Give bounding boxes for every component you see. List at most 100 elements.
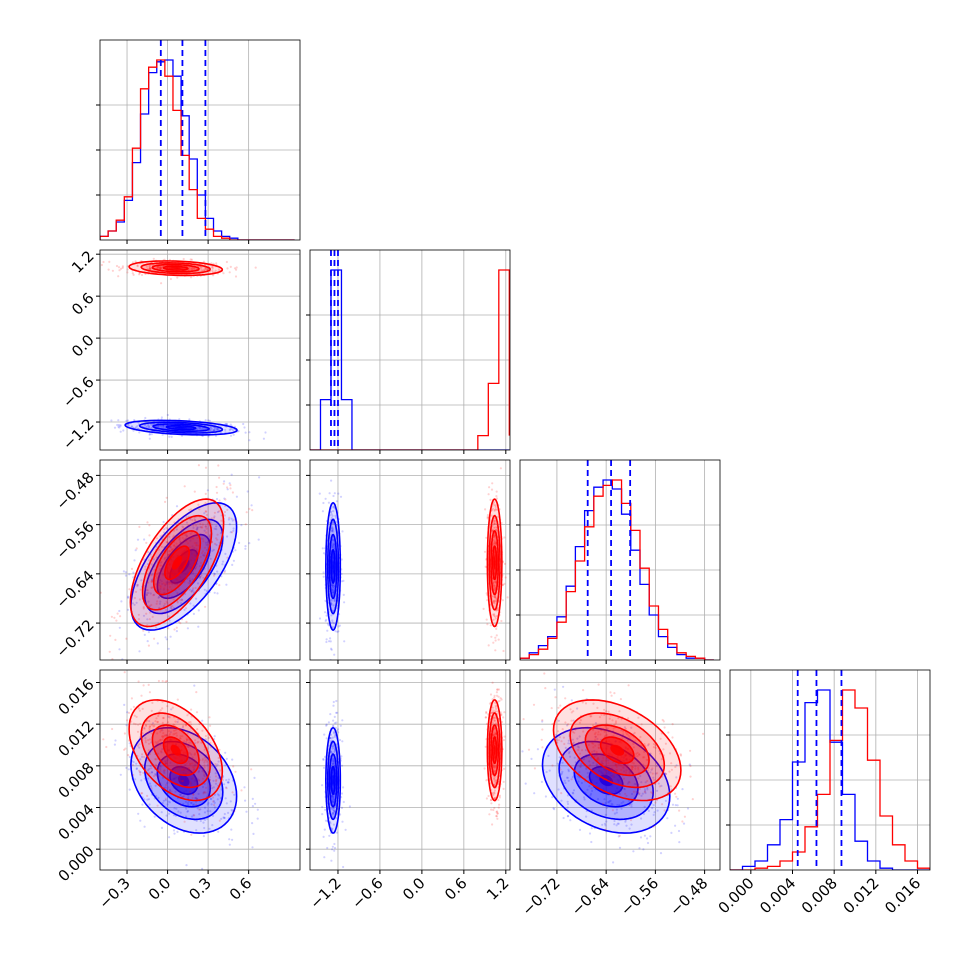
scatter-point-blue	[245, 810, 248, 813]
scatter-point-blue	[125, 724, 128, 727]
scatter-point-red	[178, 544, 181, 547]
scatter-point-blue	[136, 583, 139, 587]
scatter-point-red	[189, 721, 192, 724]
scatter-point-red	[494, 504, 497, 507]
scatter-point-red	[192, 570, 195, 573]
scatter-point-red	[130, 708, 133, 711]
scatter-point-blue	[138, 431, 141, 434]
scatter-point-blue	[541, 720, 544, 723]
scatter-point-blue	[333, 547, 336, 550]
scatter-point-blue	[167, 776, 170, 780]
scatter-point-blue	[178, 538, 181, 541]
scatter-point-blue	[208, 419, 211, 422]
scatter-point-red	[130, 697, 133, 700]
scatter-point-red	[148, 267, 151, 270]
scatter-point-red	[165, 734, 168, 738]
scatter-point-blue	[521, 750, 524, 753]
scatter-point-red	[603, 713, 606, 717]
scatter-point-blue	[128, 755, 131, 759]
scatter-point-red	[184, 768, 187, 771]
scatter-point-blue	[625, 824, 628, 827]
scatter-point-red	[594, 744, 597, 747]
scatter-point-red	[494, 716, 497, 720]
scatter-point-blue	[119, 430, 122, 433]
scatter-point-red	[671, 723, 674, 726]
scatter-point-red	[179, 735, 182, 738]
scatter-point-red	[179, 599, 182, 602]
scatter-point-red	[691, 798, 694, 801]
scatter-point-blue	[158, 602, 161, 605]
scatter-point-blue	[557, 788, 560, 791]
scatter-point-red	[138, 273, 141, 276]
scatter-point-blue	[146, 592, 149, 595]
scatter-point-blue	[164, 786, 167, 789]
scatter-point-blue	[136, 425, 139, 428]
scatter-point-red	[489, 799, 493, 802]
scatter-point-blue	[622, 733, 625, 736]
scatter-point-blue	[210, 803, 213, 806]
scatter-point-blue	[213, 428, 216, 432]
scatter-point-red	[176, 578, 179, 581]
scatter-point-red	[140, 792, 143, 795]
scatter-point-blue	[331, 848, 334, 851]
scatter-point-blue	[227, 781, 230, 784]
scatter-point-red	[560, 740, 563, 743]
scatter-point-red	[167, 594, 171, 597]
scatter-point-blue	[134, 549, 137, 552]
scatter-point-red	[497, 798, 500, 802]
scatter-point-blue	[178, 418, 181, 421]
scatter-point-blue	[159, 765, 162, 769]
scatter-point-blue	[163, 760, 166, 763]
panel-frame	[519, 459, 721, 661]
scatter-point-red	[597, 777, 600, 781]
scatter-point-blue	[194, 796, 197, 800]
scatter-point-red	[155, 573, 159, 576]
density-blue	[175, 426, 188, 429]
scatter-point-blue	[167, 615, 170, 618]
scatter-point-blue	[586, 788, 589, 791]
scatter-point-red	[554, 696, 557, 699]
scatter-point-red	[191, 766, 194, 769]
scatter-point-blue	[676, 804, 679, 807]
scatter-point-blue	[340, 764, 344, 767]
scatter-point-blue	[215, 525, 218, 528]
scatter-point-blue	[671, 803, 675, 806]
contour-red	[129, 498, 225, 628]
scatter-point-blue	[130, 425, 133, 428]
scatter-point-red	[212, 516, 216, 519]
scatter-point-red	[577, 742, 580, 745]
scatter-point-blue	[613, 819, 616, 823]
scatter-point-blue	[214, 427, 217, 430]
scatter-point-red	[217, 268, 220, 271]
scatter-point-blue	[604, 824, 607, 827]
scatter-point-blue	[644, 781, 647, 784]
scatter-point-blue	[332, 700, 335, 704]
scatter-point-red	[156, 720, 159, 723]
scatter-point-red	[188, 508, 191, 512]
scatter-point-blue	[159, 561, 162, 564]
scatter-point-red	[156, 266, 159, 269]
scatter-point-red	[574, 764, 578, 767]
scatter-point-red	[160, 266, 163, 269]
scatter-point-red	[496, 515, 500, 519]
scatter-point-blue	[560, 799, 563, 802]
scatter-point-red	[223, 514, 226, 517]
scatter-point-red	[176, 764, 179, 768]
scatter-point-red	[181, 779, 185, 782]
scatter-point-red	[494, 639, 497, 642]
scatter-point-red	[603, 730, 606, 734]
scatter-point-red	[493, 504, 496, 507]
scatter-point-blue	[167, 800, 170, 803]
scatter-point-red	[142, 771, 145, 775]
scatter-point-red	[577, 666, 579, 668]
scatter-point-blue	[144, 416, 147, 420]
contour-red	[128, 260, 224, 277]
scatter-point-blue	[244, 431, 247, 434]
scatter-point-red	[199, 522, 202, 526]
scatter-point-red	[205, 786, 208, 789]
scatter-point-blue	[340, 806, 344, 810]
scatter-point-blue	[159, 768, 162, 771]
scatter-point-red	[495, 707, 498, 711]
scatter-point-red	[185, 737, 188, 740]
scatter-point-red	[607, 762, 610, 765]
